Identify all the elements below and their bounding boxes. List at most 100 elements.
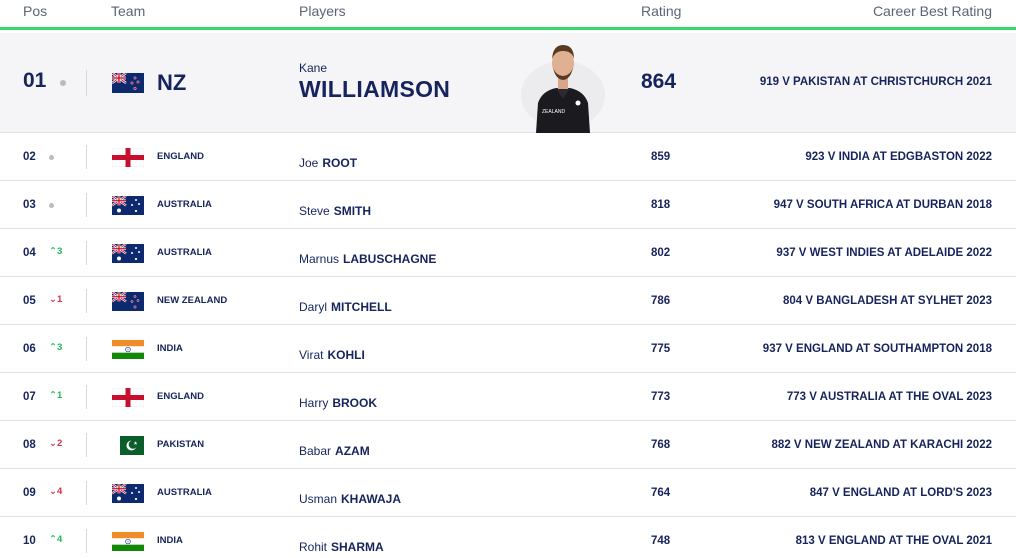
player-first-name: Usman (299, 492, 338, 506)
player-last-name: ROOT (322, 156, 358, 170)
player-name[interactable]: Steve SMITH (299, 204, 371, 218)
team-name: INDIA (157, 343, 183, 354)
rank-position: 02 (23, 151, 36, 163)
career-best: 923 V INDIA AT EDGBASTON 2022 (805, 151, 992, 163)
divider (86, 70, 87, 96)
rank-position: 01 (23, 69, 47, 92)
rank-change: ⌄1 (49, 294, 63, 305)
rating-value: 764 (651, 487, 671, 499)
player-first-name: Joe (299, 156, 319, 170)
rank-down-icon: ⌄ (49, 486, 57, 497)
table-row[interactable]: 05 ⌄1 NEW ZEALAND Daryl MITCHELL 786 804 V BAN… (0, 277, 1016, 325)
top-ranked-row[interactable]: 01 NZ Kane WILLIAMSON ZEALAND 864 919 V … (0, 33, 1016, 133)
header-team: Team (111, 3, 146, 19)
rating-value: 775 (651, 343, 671, 355)
career-best: 919 V PAKISTAN AT CHRISTCHURCH 2021 (759, 76, 992, 88)
team-name: ENGLAND (157, 391, 204, 402)
team-name: NEW ZEALAND (157, 295, 228, 306)
rank-up-icon: ⌃ (49, 390, 57, 401)
career-best: 847 V ENGLAND AT LORD'S 2023 (809, 487, 992, 499)
rankings-table-header: Pos Team Players Rating Career Best Rati… (0, 0, 1016, 30)
rank-position: 05 (23, 295, 36, 307)
england-flag-icon (112, 388, 144, 407)
career-best: 804 V BANGLADESH AT SYLHET 2023 (783, 295, 992, 307)
player-first-name: Kane (299, 61, 328, 75)
divider (86, 433, 87, 457)
player-last-name: AZAM (335, 444, 370, 458)
svg-text:ZEALAND: ZEALAND (542, 109, 565, 115)
rank-up-icon: ⌃ (49, 534, 57, 545)
team-name: ENGLAND (157, 151, 204, 162)
rating-value: 864 (641, 70, 677, 93)
table-row[interactable]: 10 ⌃4 INDIA Rohit SHARMA 748 813 V ENGLAND AT … (0, 517, 1016, 558)
no-change-dot-icon (60, 80, 66, 86)
player-name[interactable]: Babar AZAM (299, 444, 370, 458)
rank-position: 06 (23, 343, 36, 355)
rank-up-icon: ⌃ (49, 342, 57, 353)
new-zealand-flag-icon (112, 292, 144, 311)
header-players: Players (299, 3, 346, 19)
player-last-name: LABUSCHAGNE (343, 252, 437, 266)
australia-flag-icon (112, 196, 144, 215)
table-row[interactable]: 04 ⌃3 AUSTRALIA Marnus LABUSCHAGNE 802 937 V W… (0, 229, 1016, 277)
table-row[interactable]: 07 ⌃1 ENGLAND Harry BROOK 773 773 V AUSTRALIA … (0, 373, 1016, 421)
rank-change: ⌃4 (49, 534, 63, 545)
australia-flag-icon (112, 244, 144, 263)
divider (86, 289, 87, 313)
player-first-name: Harry (299, 396, 329, 410)
rank-change: ⌄4 (49, 486, 63, 497)
team-name: AUSTRALIA (157, 199, 212, 210)
player-first-name: Daryl (299, 300, 328, 314)
player-last-name[interactable]: WILLIAMSON (299, 76, 451, 102)
player-name[interactable]: Daryl MITCHELL (299, 300, 392, 314)
rank-position: 04 (23, 247, 36, 259)
player-last-name: SHARMA (331, 540, 384, 554)
team-name: PAKISTAN (157, 439, 205, 450)
player-last-name: BROOK (332, 396, 378, 410)
table-row[interactable]: 06 ⌃3 INDIA Virat KOHLI 775 937 V ENGLAND AT S… (0, 325, 1016, 373)
player-first-name: Steve (299, 204, 330, 218)
no-change-dot-icon (49, 203, 54, 208)
rating-value: 802 (651, 247, 671, 259)
rank-down-icon: ⌄ (49, 438, 57, 449)
player-first-name: Virat (299, 348, 324, 362)
table-row[interactable]: 08 ⌄2 PAKISTAN Babar AZAM 768 882 V NEW ZEALAN… (0, 421, 1016, 469)
rank-position: 08 (23, 439, 36, 451)
header-pos: Pos (23, 3, 48, 19)
divider (86, 385, 87, 409)
table-row[interactable]: 02 ENGLAND Joe ROOT 859 923 V INDIA AT EDGBAS… (0, 133, 1016, 181)
player-name[interactable]: Virat KOHLI (299, 348, 365, 362)
career-best: 813 V ENGLAND AT THE OVAL 2021 (795, 535, 992, 547)
rank-up-icon: ⌃ (49, 246, 57, 257)
player-last-name: MITCHELL (331, 300, 392, 314)
table-row[interactable]: 09 ⌄4 AUSTRALIA Usman KHAWAJA 764 847 V ENGLAN… (0, 469, 1016, 517)
player-name[interactable]: Usman KHAWAJA (299, 492, 401, 506)
player-name[interactable]: Joe ROOT (299, 156, 357, 170)
player-name[interactable]: Rohit SHARMA (299, 540, 384, 554)
player-name[interactable]: Harry BROOK (299, 396, 377, 410)
no-change-dot-icon (49, 155, 54, 160)
player-last-name: SMITH (333, 204, 372, 218)
divider (86, 337, 87, 361)
player-first-name: Rohit (299, 540, 328, 554)
new-zealand-flag-icon (112, 73, 144, 93)
team-name: AUSTRALIA (157, 487, 212, 498)
career-best: 773 V AUSTRALIA AT THE OVAL 2023 (786, 391, 992, 403)
england-flag-icon (112, 148, 144, 167)
career-best: 947 V SOUTH AFRICA AT DURBAN 2018 (773, 199, 992, 211)
career-best: 937 V WEST INDIES AT ADELAIDE 2022 (776, 247, 992, 259)
player-name[interactable]: Marnus LABUSCHAGNE (299, 252, 436, 266)
rating-value: 818 (651, 199, 671, 211)
divider (86, 481, 87, 505)
pakistan-flag-icon (112, 436, 144, 455)
rating-value: 773 (651, 391, 671, 403)
table-row[interactable]: 03 AUSTRALIA Steve SMITH 818 947 V SOUTH AFRI… (0, 181, 1016, 229)
career-best: 937 V ENGLAND AT SOUTHAMPTON 2018 (762, 343, 992, 355)
divider (86, 193, 87, 217)
player-first-name: Babar (299, 444, 332, 458)
team-name: INDIA (157, 535, 183, 546)
rating-value: 748 (651, 535, 671, 547)
header-rating: Rating (641, 3, 682, 19)
career-best: 882 V NEW ZEALAND AT KARACHI 2022 (771, 439, 992, 451)
rank-position: 03 (23, 199, 36, 211)
